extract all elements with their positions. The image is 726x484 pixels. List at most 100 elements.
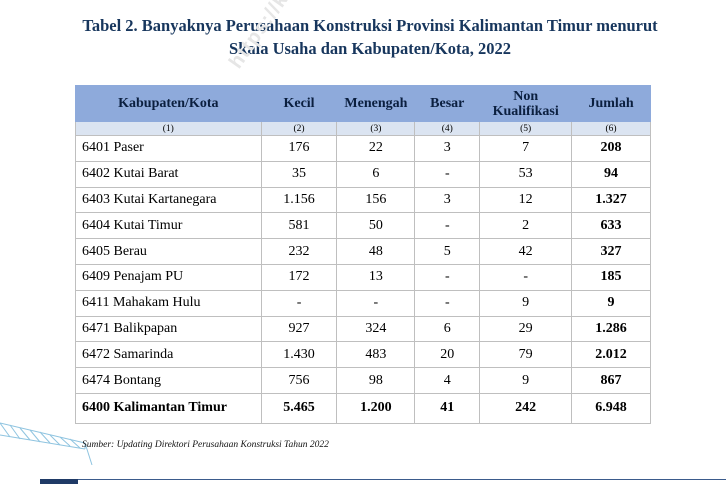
column-number-row: (1) (2) (3) (4) (5) (6) xyxy=(75,121,651,136)
cell-menengah: 483 xyxy=(336,341,416,369)
cell-besar: 5 xyxy=(414,238,481,265)
cell-kecil: 927 xyxy=(260,315,338,343)
cell-non-kualifikasi: 9 xyxy=(479,289,573,317)
cell-jumlah: 2.012 xyxy=(571,341,651,369)
table-row: 6409 Penajam PU 172 13 - - 185 xyxy=(75,263,651,291)
cell-menengah: - xyxy=(336,289,416,317)
col-number: (5) xyxy=(479,121,573,136)
table-title-line2: Skala Usaha dan Kabupaten/Kota, 2022 xyxy=(229,39,511,58)
cell-non-kualifikasi: 42 xyxy=(479,238,573,265)
table-header-row: Kabupaten/Kota Kecil Menengah Besar Non … xyxy=(75,85,651,122)
col-number: (2) xyxy=(260,121,338,136)
header-besar: Besar xyxy=(414,85,481,122)
total-non-kualifikasi: 242 xyxy=(479,392,573,424)
table-row: 6404 Kutai Timur 581 50 - 2 633 xyxy=(75,212,651,240)
total-kabupaten: 6400 Kalimantan Timur xyxy=(75,392,262,424)
cell-kecil: 172 xyxy=(260,263,338,291)
table-row: 6411 Mahakam Hulu - - - 9 9 xyxy=(75,289,651,317)
cell-menengah: 324 xyxy=(336,315,416,343)
cell-menengah: 98 xyxy=(336,367,416,394)
cell-besar: 6 xyxy=(414,315,481,343)
cell-besar: - xyxy=(414,212,481,240)
cell-menengah: 6 xyxy=(336,160,416,188)
cell-besar: - xyxy=(414,289,481,317)
col-number: (3) xyxy=(336,121,416,136)
cell-menengah: 156 xyxy=(336,186,416,214)
table-row: 6472 Samarinda 1.430 483 20 79 2.012 xyxy=(75,341,651,369)
cell-kecil: 756 xyxy=(260,367,338,394)
cell-menengah: 50 xyxy=(336,212,416,240)
col-number: (4) xyxy=(414,121,481,136)
cell-kecil: 176 xyxy=(260,135,338,162)
cell-menengah: 13 xyxy=(336,263,416,291)
total-besar: 41 xyxy=(414,392,481,424)
table-row: 6401 Paser 176 22 3 7 208 xyxy=(75,135,651,162)
header-non-kualifikasi-line2: Kualifikasi xyxy=(492,103,559,119)
table-body: 6401 Paser 176 22 3 7 208 6402 Kutai Bar… xyxy=(75,135,651,424)
table-row: 6402 Kutai Barat 35 6 - 53 94 xyxy=(75,160,651,188)
cell-besar: 3 xyxy=(414,186,481,214)
cell-kabupaten: 6401 Paser xyxy=(75,135,262,162)
cell-jumlah: 94 xyxy=(571,160,651,188)
cell-jumlah: 1.327 xyxy=(571,186,651,214)
cell-jumlah: 327 xyxy=(571,238,651,265)
cell-kecil: 581 xyxy=(260,212,338,240)
cell-kabupaten: 6474 Bontang xyxy=(75,367,262,394)
crane-icon xyxy=(0,422,93,465)
header-kecil: Kecil xyxy=(260,85,338,122)
cell-non-kualifikasi: 79 xyxy=(479,341,573,369)
cell-besar: - xyxy=(414,160,481,188)
cell-jumlah: 185 xyxy=(571,263,651,291)
cell-besar: - xyxy=(414,263,481,291)
footer-divider xyxy=(40,479,726,480)
cell-besar: 4 xyxy=(414,367,481,394)
table-row: 6403 Kutai Kartanegara 1.156 156 3 12 1.… xyxy=(75,186,651,214)
header-menengah: Menengah xyxy=(336,85,416,122)
cell-non-kualifikasi: - xyxy=(479,263,573,291)
col-number: (1) xyxy=(75,121,262,136)
cell-non-kualifikasi: 29 xyxy=(479,315,573,343)
table-title: Tabel 2. Banyaknya Perusahaan Konstruksi… xyxy=(40,14,700,60)
cell-non-kualifikasi: 9 xyxy=(479,367,573,394)
data-table: Kabupaten/Kota Kecil Menengah Besar Non … xyxy=(75,85,651,424)
header-non-kualifikasi-line1: Non xyxy=(513,88,539,104)
cell-jumlah: 9 xyxy=(571,289,651,317)
total-kecil: 5.465 xyxy=(260,392,338,424)
cell-kabupaten: 6409 Penajam PU xyxy=(75,263,262,291)
total-row: 6400 Kalimantan Timur 5.465 1.200 41 242… xyxy=(75,392,651,424)
header-kabupaten: Kabupaten/Kota xyxy=(75,85,262,122)
cell-kecil: 232 xyxy=(260,238,338,265)
table-row: 6405 Berau 232 48 5 42 327 xyxy=(75,238,651,265)
source-note: Sumber: Updating Direktori Perusahaan Ko… xyxy=(82,440,329,450)
cell-jumlah: 1.286 xyxy=(571,315,651,343)
cell-kabupaten: 6402 Kutai Barat xyxy=(75,160,262,188)
col-number: (6) xyxy=(571,121,651,136)
cell-kecil: 35 xyxy=(260,160,338,188)
cell-kabupaten: 6405 Berau xyxy=(75,238,262,265)
table-title-line1: Tabel 2. Banyaknya Perusahaan Konstruksi… xyxy=(82,16,658,35)
cell-kecil: - xyxy=(260,289,338,317)
footer-block xyxy=(40,479,78,484)
table-row: 6471 Balikpapan 927 324 6 29 1.286 xyxy=(75,315,651,343)
cell-jumlah: 208 xyxy=(571,135,651,162)
cell-non-kualifikasi: 53 xyxy=(479,160,573,188)
cell-kabupaten: 6471 Balikpapan xyxy=(75,315,262,343)
cell-kabupaten: 6403 Kutai Kartanegara xyxy=(75,186,262,214)
cell-non-kualifikasi: 12 xyxy=(479,186,573,214)
cell-kabupaten: 6404 Kutai Timur xyxy=(75,212,262,240)
cell-kecil: 1.156 xyxy=(260,186,338,214)
cell-jumlah: 867 xyxy=(571,367,651,394)
cell-besar: 20 xyxy=(414,341,481,369)
cell-menengah: 22 xyxy=(336,135,416,162)
table-row: 6474 Bontang 756 98 4 9 867 xyxy=(75,367,651,394)
cell-non-kualifikasi: 7 xyxy=(479,135,573,162)
cell-kabupaten: 6411 Mahakam Hulu xyxy=(75,289,262,317)
cell-besar: 3 xyxy=(414,135,481,162)
cell-kecil: 1.430 xyxy=(260,341,338,369)
cell-menengah: 48 xyxy=(336,238,416,265)
cell-kabupaten: 6472 Samarinda xyxy=(75,341,262,369)
cell-non-kualifikasi: 2 xyxy=(479,212,573,240)
header-non-kualifikasi: Non Kualifikasi xyxy=(479,85,573,122)
header-jumlah: Jumlah xyxy=(571,85,651,122)
